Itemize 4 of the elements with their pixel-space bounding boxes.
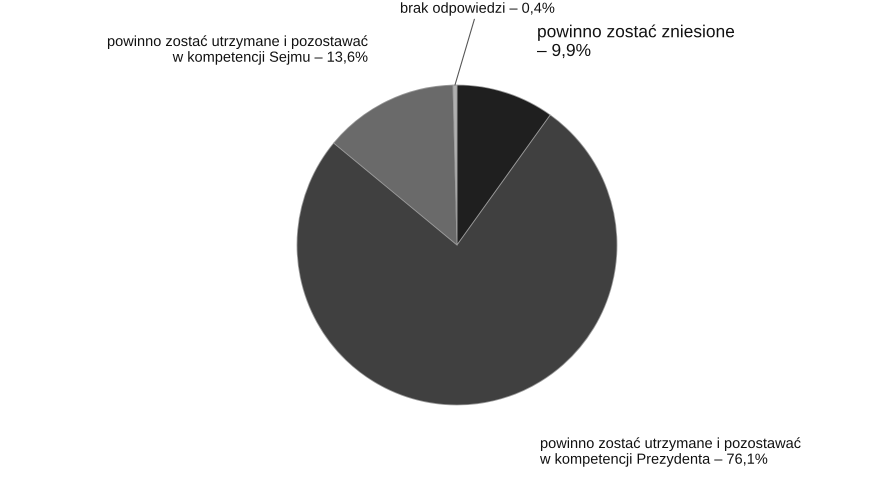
slice-label: brak odpowiedzi – 0,4% [400, 2, 554, 16]
slice-label: powinno zostać zniesione – 9,9% [537, 24, 734, 58]
slice-label: powinno zostać utrzymane i pozostawać w kompetencji Sejmu – 13,6% [108, 35, 368, 65]
slice-label: powinno zostać utrzymane i pozostawać w kompetencji Prezydenta – 76,1% [540, 437, 801, 467]
